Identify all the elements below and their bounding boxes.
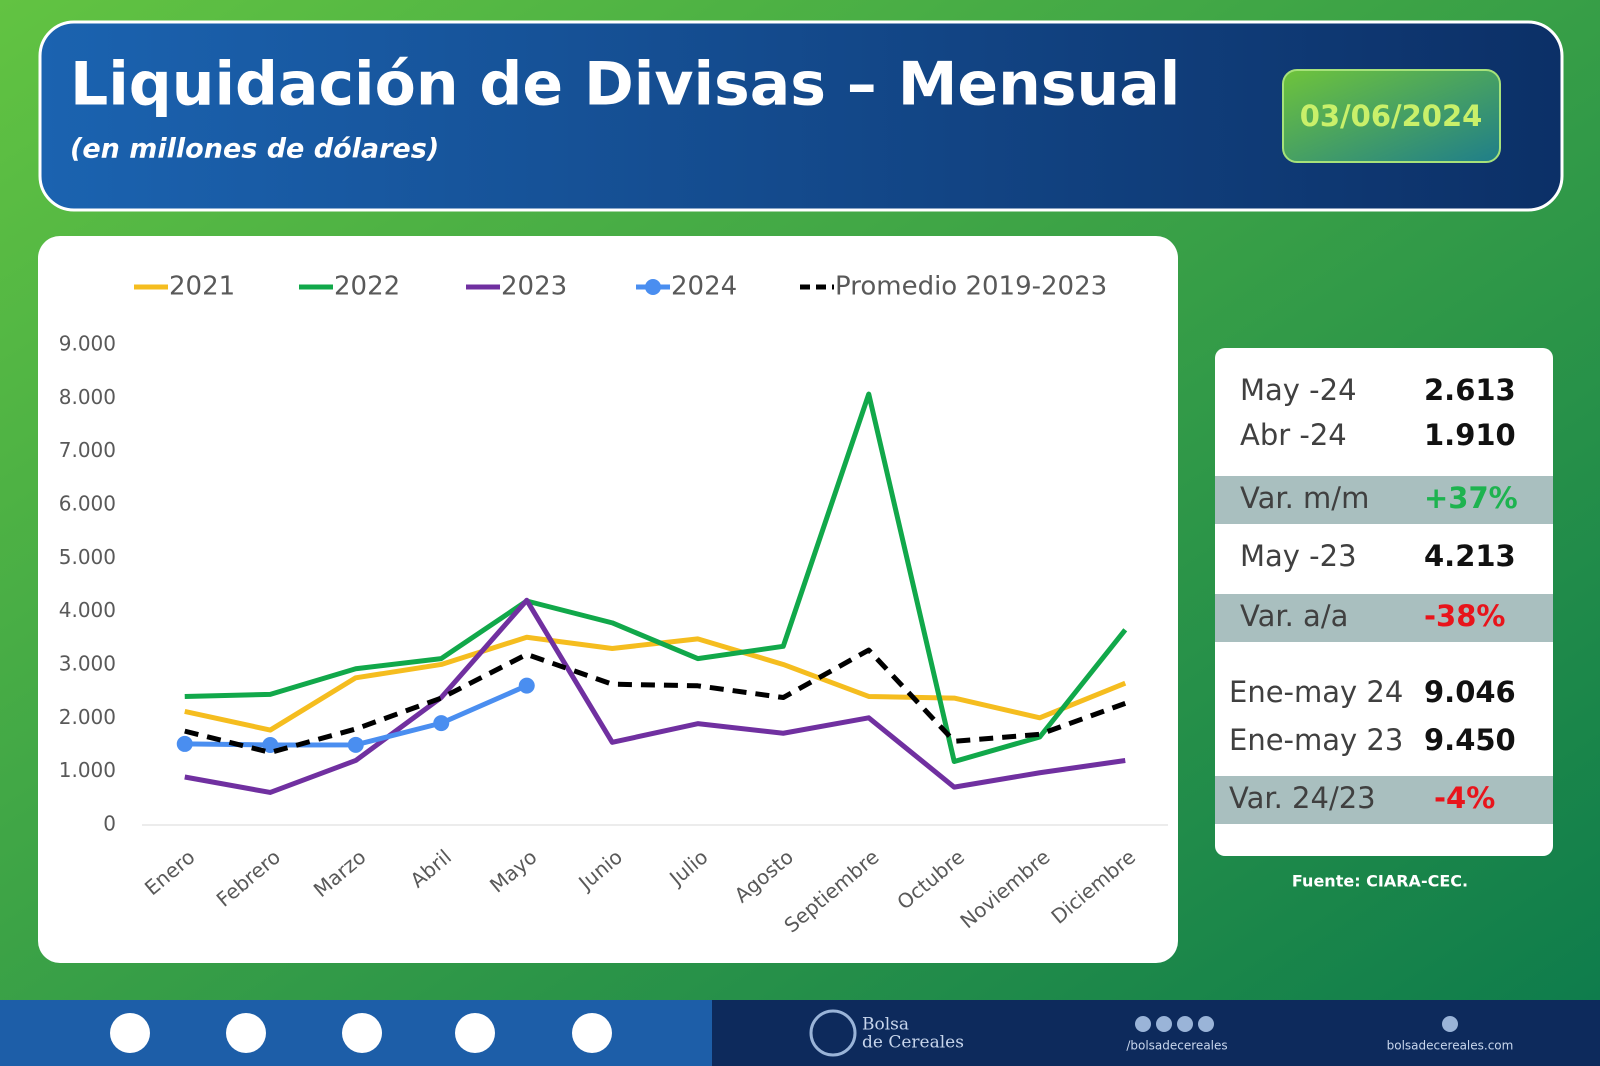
legend-label: 2021 xyxy=(169,272,235,302)
y-tick-label: 8.000 xyxy=(59,385,116,409)
row-value: 2.613 xyxy=(1424,373,1516,407)
y-tick-label: 5.000 xyxy=(59,545,116,569)
legend-marker xyxy=(645,279,661,295)
y-tick-label: 7.000 xyxy=(59,438,116,462)
series-line xyxy=(184,391,1128,765)
social-icon[interactable] xyxy=(1177,1016,1193,1032)
y-tick-label: 1.000 xyxy=(59,758,116,782)
logo xyxy=(809,1009,857,1057)
row-band xyxy=(1215,776,1553,824)
row-band xyxy=(1215,594,1553,642)
row-label: Var. 24/23 xyxy=(1229,781,1376,815)
row-label: May -23 xyxy=(1240,539,1357,573)
point xyxy=(518,677,535,694)
row-value: -38% xyxy=(1424,599,1505,633)
y-tick-label: 2.000 xyxy=(59,705,116,729)
date-box xyxy=(1282,69,1501,163)
y-tick-label: 9.000 xyxy=(59,332,116,356)
title: Liquidación de Divisas – Mensual xyxy=(70,50,1180,120)
social-icon[interactable] xyxy=(1135,1016,1151,1032)
icon[interactable] xyxy=(110,1013,150,1053)
social-icon[interactable] xyxy=(1156,1016,1172,1032)
row-value: 9.450 xyxy=(1424,723,1516,757)
footer-right xyxy=(712,1000,1600,1066)
web-icon[interactable] xyxy=(1442,1016,1458,1032)
point xyxy=(433,715,450,732)
row-label: Ene-may 23 xyxy=(1229,723,1403,757)
y-tick-label: 6.000 xyxy=(59,492,116,516)
y-tick-label: 3.000 xyxy=(59,652,116,676)
row-label: Var. m/m xyxy=(1240,481,1369,515)
social-icon[interactable] xyxy=(1198,1016,1214,1032)
icon[interactable] xyxy=(572,1013,612,1053)
row-value: 1.910 xyxy=(1424,418,1516,452)
row-label: May -24 xyxy=(1240,373,1357,407)
row-band xyxy=(1215,476,1553,524)
brand: Bolsa xyxy=(862,1015,909,1035)
series-line xyxy=(184,647,1127,755)
series-line xyxy=(184,634,1127,733)
chart-card xyxy=(38,236,1178,963)
icon[interactable] xyxy=(342,1013,382,1053)
point xyxy=(347,736,364,753)
date: 03/06/2024 xyxy=(1300,99,1483,133)
row-value: 9.046 xyxy=(1424,675,1516,709)
subtitle: (en millones de dólares) xyxy=(70,134,439,165)
legend-label: 2022 xyxy=(334,272,400,302)
legend-label: 2023 xyxy=(501,272,567,302)
icon[interactable] xyxy=(226,1013,266,1053)
source: Fuente: CIARA-CEC. xyxy=(1292,872,1468,891)
brand: de Cereales xyxy=(862,1033,964,1053)
row-label: Var. a/a xyxy=(1240,599,1348,633)
header-box xyxy=(38,20,1564,212)
website[interactable]: bolsadecereales.com xyxy=(1387,1039,1514,1053)
y-tick-label: 0 xyxy=(103,812,116,836)
point xyxy=(176,735,193,752)
legend-label: 2024 xyxy=(671,272,737,302)
row-value: +37% xyxy=(1424,481,1518,515)
social-handle[interactable]: /bolsadecereales xyxy=(1126,1039,1227,1053)
row-label: Ene-may 24 xyxy=(1229,675,1403,709)
y-tick-label: 4.000 xyxy=(59,598,116,622)
icon[interactable] xyxy=(455,1013,495,1053)
row-label: Abr -24 xyxy=(1240,418,1347,452)
legend-label: Promedio 2019-2023 xyxy=(835,272,1107,302)
footer-icons xyxy=(110,1009,1458,1057)
row-value: 4.213 xyxy=(1424,539,1516,573)
series-line xyxy=(184,597,1126,795)
row-value: -4% xyxy=(1434,781,1495,815)
